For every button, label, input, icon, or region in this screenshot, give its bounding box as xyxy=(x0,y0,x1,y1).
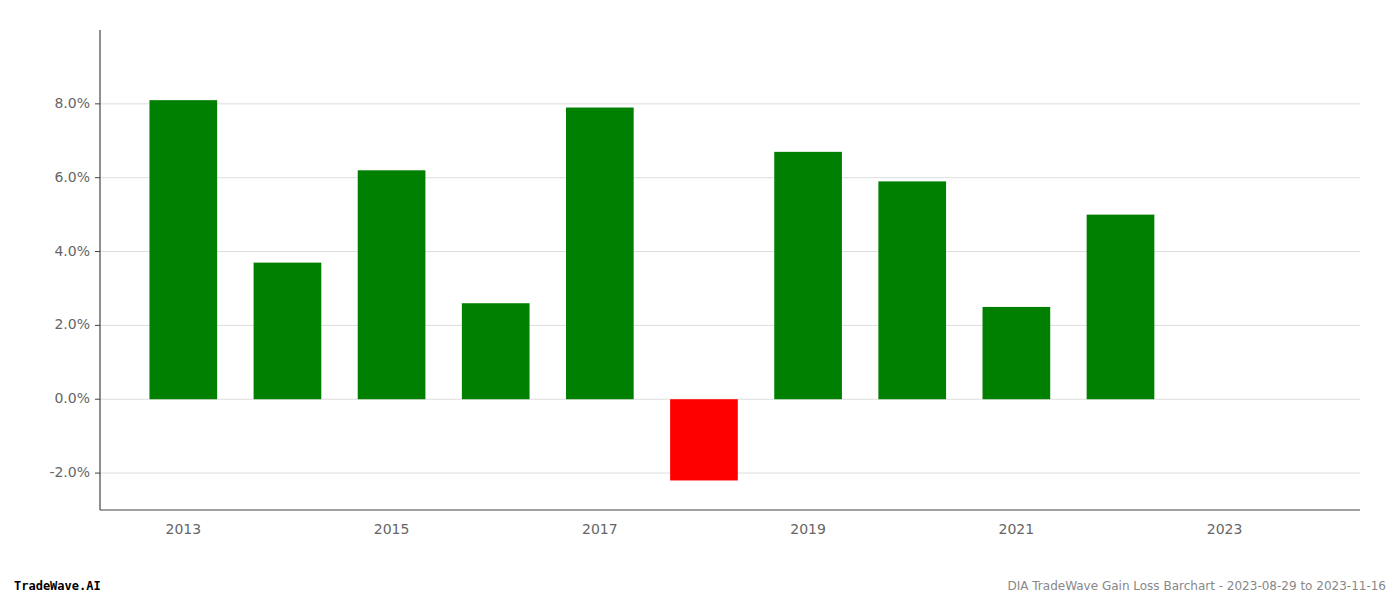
bar xyxy=(878,181,946,399)
footer-left: TradeWave.AI xyxy=(14,579,101,593)
y-axis-line xyxy=(99,30,100,510)
bar xyxy=(670,399,738,480)
bar xyxy=(983,307,1051,399)
x-tick-label: 2023 xyxy=(1207,521,1243,537)
bar xyxy=(254,263,322,400)
y-tick xyxy=(95,325,100,326)
y-tick-label: 2.0% xyxy=(54,316,90,332)
bar xyxy=(1087,215,1155,400)
chart: -2.0% 0.0% 2.0% 4.0% 6.0% 8.0% 2013 2015 2017 201… xyxy=(0,0,1400,600)
bar xyxy=(149,100,217,399)
grid-line xyxy=(100,103,1360,104)
x-tick-label: 2017 xyxy=(582,521,618,537)
bar xyxy=(774,152,842,399)
y-tick-label: 4.0% xyxy=(54,243,90,259)
chart-container: -2.0% 0.0% 2.0% 4.0% 6.0% 8.0% 2013 2015 2017 201… xyxy=(0,0,1400,600)
bar xyxy=(462,303,530,399)
x-axis-line xyxy=(100,509,1360,510)
y-tick xyxy=(95,399,100,400)
y-tick xyxy=(95,251,100,252)
y-tick xyxy=(95,473,100,474)
y-tick xyxy=(95,177,100,178)
grid-line xyxy=(100,177,1360,178)
axes: -2.0% 0.0% 2.0% 4.0% 6.0% 8.0% 2013 2015 2017 201… xyxy=(49,30,1360,537)
x-tick-label: 2019 xyxy=(790,521,826,537)
x-tick-label: 2013 xyxy=(165,521,201,537)
bars xyxy=(149,100,1154,480)
y-tick xyxy=(95,103,100,104)
y-tick-label: 8.0% xyxy=(54,95,90,111)
grid-line xyxy=(100,251,1360,252)
y-tick-label: -2.0% xyxy=(49,464,90,480)
y-tick-label: 6.0% xyxy=(54,169,90,185)
x-tick-label: 2015 xyxy=(374,521,410,537)
bar xyxy=(358,170,426,399)
bar xyxy=(566,108,634,400)
y-tick-label: 0.0% xyxy=(54,390,90,406)
x-tick-label: 2021 xyxy=(999,521,1035,537)
footer-right: DIA TradeWave Gain Loss Barchart - 2023-… xyxy=(1007,579,1386,593)
